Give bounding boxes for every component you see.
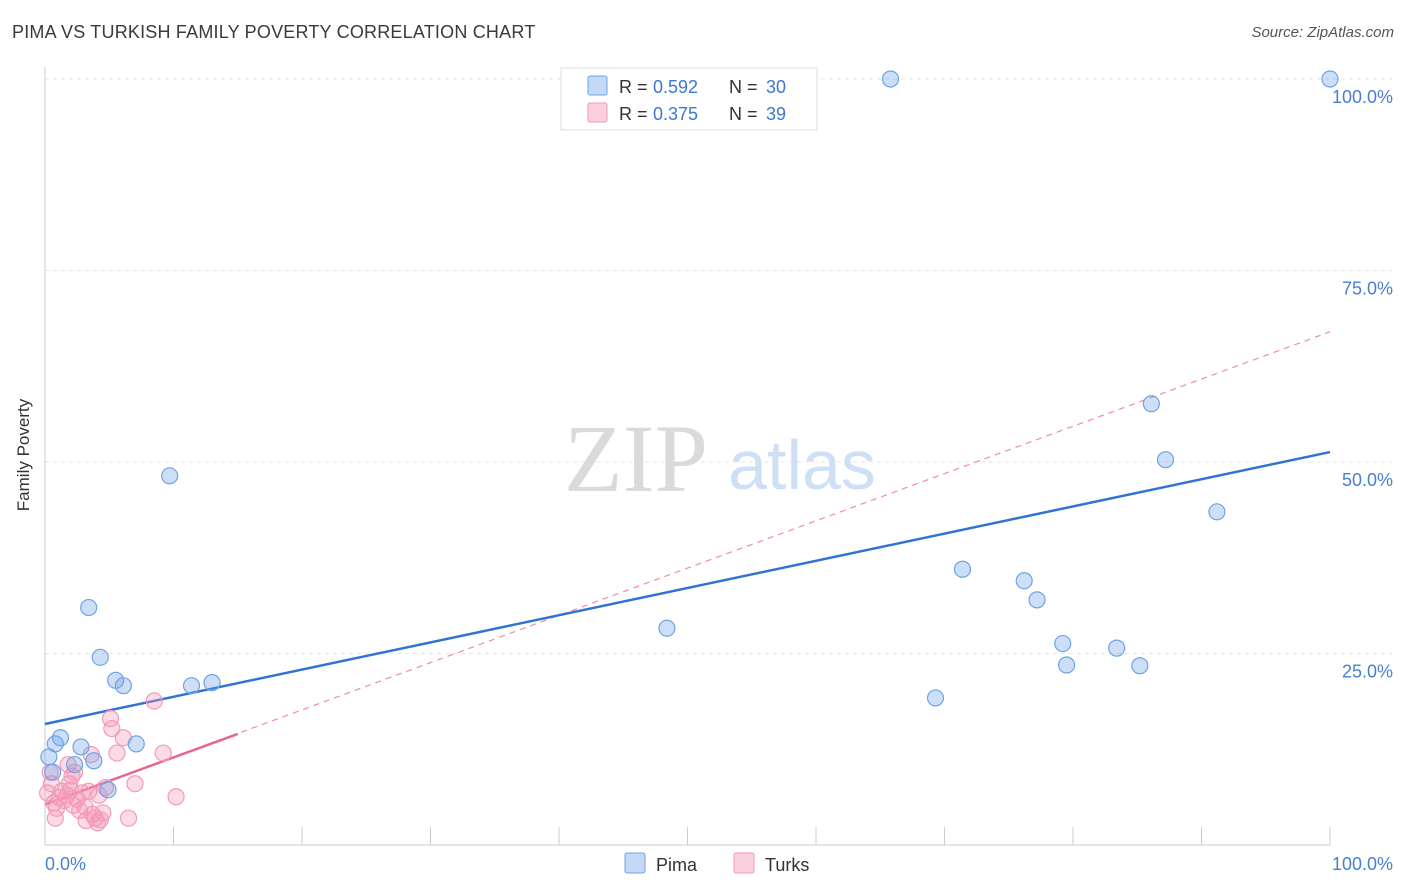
y-tick-label: 50.0% xyxy=(1342,470,1393,490)
watermark-atlas: atlas xyxy=(728,426,876,504)
x-tick-label-min: 0.0% xyxy=(45,854,86,874)
legend-n-value-turks: 39 xyxy=(766,104,786,124)
turks-point xyxy=(96,778,114,797)
pima-point xyxy=(99,781,117,799)
turks-point xyxy=(167,788,185,806)
legend-swatch-turks xyxy=(587,102,608,123)
turks-point xyxy=(80,782,98,800)
turks-point xyxy=(119,809,138,827)
bottom-legend-label-turks: Turks xyxy=(765,855,809,875)
pima-point xyxy=(953,560,972,578)
legend-r-value-turks: 0.375 xyxy=(653,104,698,124)
pima-point xyxy=(1131,657,1149,675)
legend-r-label-pima: R = xyxy=(619,77,648,97)
turks-trend-extended xyxy=(44,331,1331,805)
pima-point xyxy=(72,738,90,756)
y-tick-labels: 25.0% 50.0% 75.0% 100.0% xyxy=(1332,87,1393,682)
y-tick-label: 25.0% xyxy=(1342,662,1393,682)
turks-point xyxy=(103,719,121,738)
pima-point xyxy=(1156,451,1175,469)
turks-point xyxy=(46,809,64,827)
turks-point xyxy=(145,692,163,710)
gridlines xyxy=(45,78,1392,654)
pima-point xyxy=(1057,656,1076,674)
pima-point xyxy=(1054,634,1072,653)
turks-point xyxy=(94,804,112,822)
pima-point xyxy=(161,467,179,485)
turks-point xyxy=(126,775,144,793)
legend-n-label-turks: N = xyxy=(729,104,758,124)
legend-swatch-pima xyxy=(587,75,608,96)
chart-title: PIMA VS TURKISH FAMILY POVERTY CORRELATI… xyxy=(12,22,536,42)
y-tick-label: 100.0% xyxy=(1332,87,1393,107)
pima-point xyxy=(658,619,676,637)
pima-point xyxy=(91,648,109,666)
turks-trend-line xyxy=(44,732,239,806)
bottom-legend-label-pima: Pima xyxy=(656,855,698,875)
pima-point xyxy=(203,674,221,692)
bottom-legend-swatch-pima xyxy=(624,852,646,874)
data-points xyxy=(38,70,1339,832)
pima-point xyxy=(65,755,84,774)
legend-n-value-pima: 30 xyxy=(766,77,786,97)
bottom-legend-swatch-turks xyxy=(733,852,755,874)
axes xyxy=(44,67,1331,846)
pima-point xyxy=(1321,70,1339,88)
pima-point xyxy=(1028,591,1046,609)
turks-point xyxy=(154,744,172,762)
turks-point xyxy=(108,744,126,762)
legend-n-label-pima: N = xyxy=(729,77,758,97)
pima-point xyxy=(114,677,132,695)
pima-point xyxy=(85,752,103,770)
pima-trend-line xyxy=(44,450,1331,726)
pima-point xyxy=(127,735,145,753)
legend-r-value-pima: 0.592 xyxy=(653,77,698,97)
turks-point xyxy=(89,814,107,832)
pima-point xyxy=(881,70,900,88)
legend-stats-box: R = 0.592 N = 30 R = 0.375 N = 39 xyxy=(560,67,818,131)
y-tick-label: 75.0% xyxy=(1342,279,1393,299)
pima-point xyxy=(182,677,201,695)
pima-point xyxy=(80,598,98,617)
source-credit: Source: ZipAtlas.com xyxy=(1251,24,1394,41)
pima-point xyxy=(1208,503,1226,521)
trend-lines xyxy=(44,331,1331,806)
turks-point xyxy=(91,811,109,829)
pima-point xyxy=(926,689,945,707)
legend-r-label-turks: R = xyxy=(619,104,648,124)
x-tick-label-max: 100.0% xyxy=(1332,854,1393,874)
turks-point xyxy=(73,784,91,802)
pima-point xyxy=(1108,639,1126,657)
pima-point xyxy=(1015,572,1033,590)
pima-point xyxy=(44,763,62,781)
pima-point xyxy=(1142,395,1160,413)
pima-point xyxy=(51,729,70,747)
watermark-zip: ZIP xyxy=(564,405,708,512)
x-tick-labels: 0.0% 100.0% xyxy=(45,854,1393,874)
bottom-legend: Pima Turks xyxy=(624,852,809,875)
